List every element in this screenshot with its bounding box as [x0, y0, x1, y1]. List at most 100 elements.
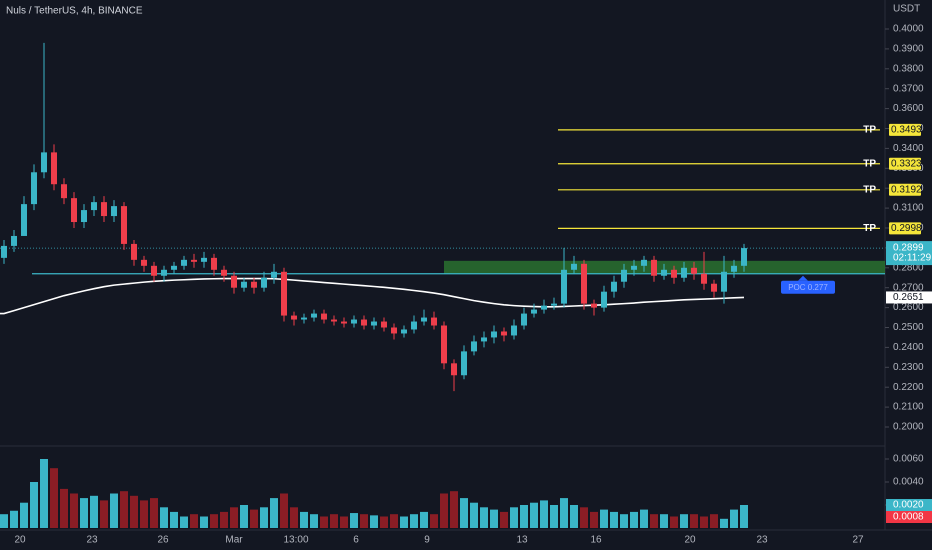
- tp-label-box: [889, 222, 921, 235]
- candle-body: [211, 257, 217, 270]
- candle-body: [561, 269, 567, 304]
- volume-bar: [390, 514, 398, 528]
- candle-body: [551, 303, 557, 306]
- volume-bar: [170, 511, 178, 528]
- volume-bar: [190, 514, 198, 528]
- candle-body: [91, 202, 97, 211]
- candle-body: [321, 313, 327, 320]
- volume-bar: [330, 514, 338, 528]
- candle-body: [341, 321, 347, 324]
- volume-bar: [230, 507, 238, 528]
- volume-tick-label: 0.0060: [893, 454, 924, 465]
- volume-bar: [20, 502, 28, 528]
- candle-body: [401, 329, 407, 334]
- ma-label: 0.2651: [893, 292, 924, 303]
- volume-bar: [270, 498, 278, 528]
- candle-body: [11, 235, 17, 246]
- candle-body: [141, 259, 147, 266]
- chart-title: Nuls / TetherUS, 4h, BINANCE: [6, 6, 143, 17]
- volume-bar: [730, 509, 738, 528]
- volume-bar: [0, 514, 8, 528]
- candle-body: [161, 269, 167, 276]
- tp-label: 0.3493: [891, 125, 922, 136]
- volume-ma-box: [886, 511, 932, 523]
- volume-bar: [240, 505, 248, 528]
- volume-bar: [670, 516, 678, 528]
- volume-bar: [620, 514, 628, 528]
- y-tick-label: 0.3400: [893, 143, 924, 154]
- candle-body: [451, 363, 457, 376]
- volume-bar: [130, 495, 138, 528]
- volume-bar: [70, 493, 78, 528]
- candle-body: [131, 243, 137, 260]
- volume-bar: [550, 505, 558, 528]
- volume-bar: [10, 510, 18, 528]
- volume-bar: [430, 514, 438, 528]
- volume-tick-label: 0.0040: [893, 477, 924, 488]
- y-tick-label: 0.3800: [893, 63, 924, 74]
- volume-bar: [150, 498, 158, 528]
- time-label: 9: [424, 535, 430, 546]
- volume-bar: [160, 507, 168, 528]
- volume-bar: [470, 502, 478, 528]
- volume-bar: [590, 511, 598, 528]
- candle-body: [291, 315, 297, 320]
- volume-bar: [450, 491, 458, 528]
- volume-bar: [340, 516, 348, 528]
- volume-bar: [360, 514, 368, 528]
- time-label: 16: [590, 535, 602, 546]
- candle-body: [71, 198, 77, 223]
- candle-body: [151, 265, 157, 276]
- volume-bar: [290, 507, 298, 528]
- candle-body: [181, 259, 187, 266]
- volume-bar: [140, 500, 148, 528]
- candle-body: [461, 351, 467, 376]
- volume-bar: [30, 482, 38, 528]
- countdown: 02:11:29: [893, 253, 932, 264]
- candle-body: [281, 271, 287, 316]
- volume-bar: [460, 498, 468, 528]
- last-price-label: 0.2899: [893, 243, 924, 254]
- volume-bar: [630, 511, 638, 528]
- volume-bar: [680, 514, 688, 528]
- candle-body: [111, 206, 117, 217]
- tp-text: TP: [863, 125, 876, 136]
- y-tick-label: 0.3700: [893, 83, 924, 94]
- time-label: 20: [14, 535, 26, 546]
- volume-bar: [440, 493, 448, 528]
- candle-body: [661, 269, 667, 276]
- candle-body: [171, 265, 177, 270]
- candle-body: [421, 317, 427, 322]
- volume-bar: [380, 516, 388, 528]
- candle-body: [41, 152, 47, 173]
- candle-body: [371, 321, 377, 326]
- volume-bar: [120, 491, 128, 528]
- y-tick-label: 0.2200: [893, 382, 924, 393]
- volume-bar: [100, 500, 108, 528]
- candle-body: [701, 273, 707, 284]
- y-tick-label: 0.2400: [893, 342, 924, 353]
- candle-body: [531, 309, 537, 314]
- volume-bar: [650, 514, 658, 528]
- volume-bar: [500, 511, 508, 528]
- candle-body: [591, 303, 597, 308]
- candle-body: [611, 281, 617, 292]
- volume-bar: [180, 516, 188, 528]
- y-tick-label: 0.3600: [893, 103, 924, 114]
- candle-body: [251, 281, 257, 288]
- y-tick-label: 0.2500: [893, 322, 924, 333]
- tp-label-box: [889, 157, 921, 170]
- volume-bar: [560, 498, 568, 528]
- candle-body: [311, 313, 317, 318]
- volume-bar: [490, 509, 498, 528]
- candle-body: [391, 327, 397, 334]
- volume-bar: [540, 500, 548, 528]
- candle-body: [361, 319, 367, 326]
- y-tick-label: 0.4000: [893, 24, 924, 35]
- candle-body: [651, 259, 657, 276]
- candle-body: [501, 331, 507, 336]
- volume-bar: [720, 518, 728, 528]
- volume-bar: [530, 502, 538, 528]
- volume-bar: [350, 513, 358, 528]
